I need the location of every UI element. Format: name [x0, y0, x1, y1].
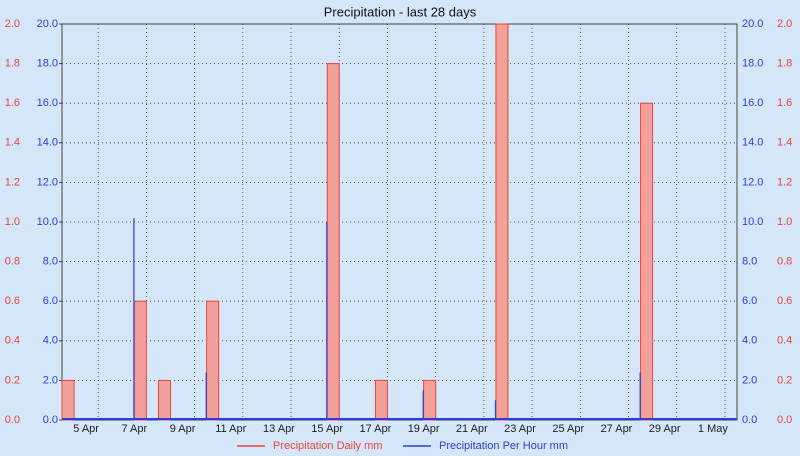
y-tick-label: 1.4	[777, 137, 792, 149]
y2-tick-label: 18.0	[37, 58, 58, 70]
y-tick-label: 0.8	[5, 256, 20, 268]
y-tick-label: 0.2	[5, 374, 20, 386]
spike	[422, 390, 424, 420]
y2-tick-label: 0.0	[43, 414, 58, 426]
y-tick-label: 0.0	[777, 414, 792, 426]
x-tick-label: 23 Apr	[504, 423, 536, 435]
x-tick-label: 7 Apr	[121, 423, 147, 435]
y2-tick-label: 14.0	[37, 137, 58, 149]
bar	[423, 379, 437, 421]
y2-tick-label: 2.0	[742, 374, 757, 386]
spike	[326, 222, 328, 420]
y2-tick-label: 4.0	[742, 335, 757, 347]
y-tick-label: 2.0	[5, 18, 20, 30]
bar	[157, 379, 171, 421]
y-tick-label: 1.2	[5, 176, 20, 188]
bar	[495, 23, 509, 421]
y-tick-label: 1.8	[777, 58, 792, 70]
bar	[61, 379, 75, 421]
y-tick-label: 0.2	[777, 374, 792, 386]
plot-area	[61, 23, 738, 421]
y2-tick-label: 14.0	[742, 137, 763, 149]
y-tick-label: 1.8	[5, 58, 20, 70]
y2-tick-label: 16.0	[742, 97, 763, 109]
y-tick-label: 0.6	[777, 295, 792, 307]
x-tick-label: 9 Apr	[170, 423, 196, 435]
x-tick-label: 17 Apr	[359, 423, 391, 435]
spike	[494, 400, 497, 420]
y2-tick-label: 12.0	[37, 176, 58, 188]
legend-label: Precipitation Per Hour mm	[439, 440, 568, 452]
spike	[639, 372, 641, 420]
y-tick-label: 1.6	[777, 97, 792, 109]
x-tick-label: 11 Apr	[215, 423, 246, 435]
y2-tick-label: 8.0	[742, 256, 757, 268]
bar	[206, 300, 220, 421]
y2-tick-label: 8.0	[43, 256, 58, 268]
y2-tick-label: 16.0	[37, 97, 58, 109]
y-tick-label: 0.4	[777, 335, 792, 347]
y2-tick-label: 6.0	[742, 295, 757, 307]
y2-tick-label: 2.0	[43, 374, 58, 386]
x-tick-label: 25 Apr	[552, 423, 584, 435]
y2-tick-label: 10.0	[742, 216, 763, 228]
y-tick-label: 1.0	[777, 216, 792, 228]
spike	[205, 372, 207, 420]
y-tick-label: 1.4	[5, 137, 20, 149]
y-tick-label: 2.0	[777, 18, 792, 30]
bar	[326, 63, 340, 421]
x-tick-label: 19 Apr	[408, 423, 440, 435]
x-tick-label: 1 May	[698, 423, 728, 435]
y2-tick-label: 12.0	[742, 176, 763, 188]
y-tick-label: 1.6	[5, 97, 20, 109]
y2-tick-label: 10.0	[37, 216, 58, 228]
x-tick-label: 21 Apr	[456, 423, 488, 435]
y2-tick-label: 6.0	[43, 295, 58, 307]
y2-tick-label: 18.0	[742, 58, 763, 70]
y2-tick-label: 4.0	[43, 335, 58, 347]
chart-title: Precipitation - last 28 days	[324, 4, 477, 19]
y-tick-label: 0.0	[5, 414, 20, 426]
y-tick-label: 0.6	[5, 295, 20, 307]
y2-tick-label: 20.0	[742, 18, 763, 30]
y-tick-label: 1.2	[777, 176, 792, 188]
x-tick-label: 29 Apr	[649, 423, 681, 435]
x-tick-label: 15 Apr	[311, 423, 343, 435]
y-tick-label: 1.0	[5, 216, 20, 228]
bar	[640, 102, 654, 421]
x-tick-label: 13 Apr	[263, 423, 295, 435]
y-tick-label: 0.8	[777, 256, 792, 268]
y2-tick-label: 20.0	[37, 18, 58, 30]
legend-label: Precipitation Daily mm	[273, 440, 382, 452]
bar	[133, 300, 147, 421]
spike	[133, 218, 135, 420]
y-tick-label: 0.4	[5, 335, 20, 347]
x-tick-label: 5 Apr	[73, 423, 99, 435]
y2-tick-label: 0.0	[742, 414, 757, 426]
bar	[374, 379, 388, 421]
x-tick-label: 27 Apr	[601, 423, 633, 435]
